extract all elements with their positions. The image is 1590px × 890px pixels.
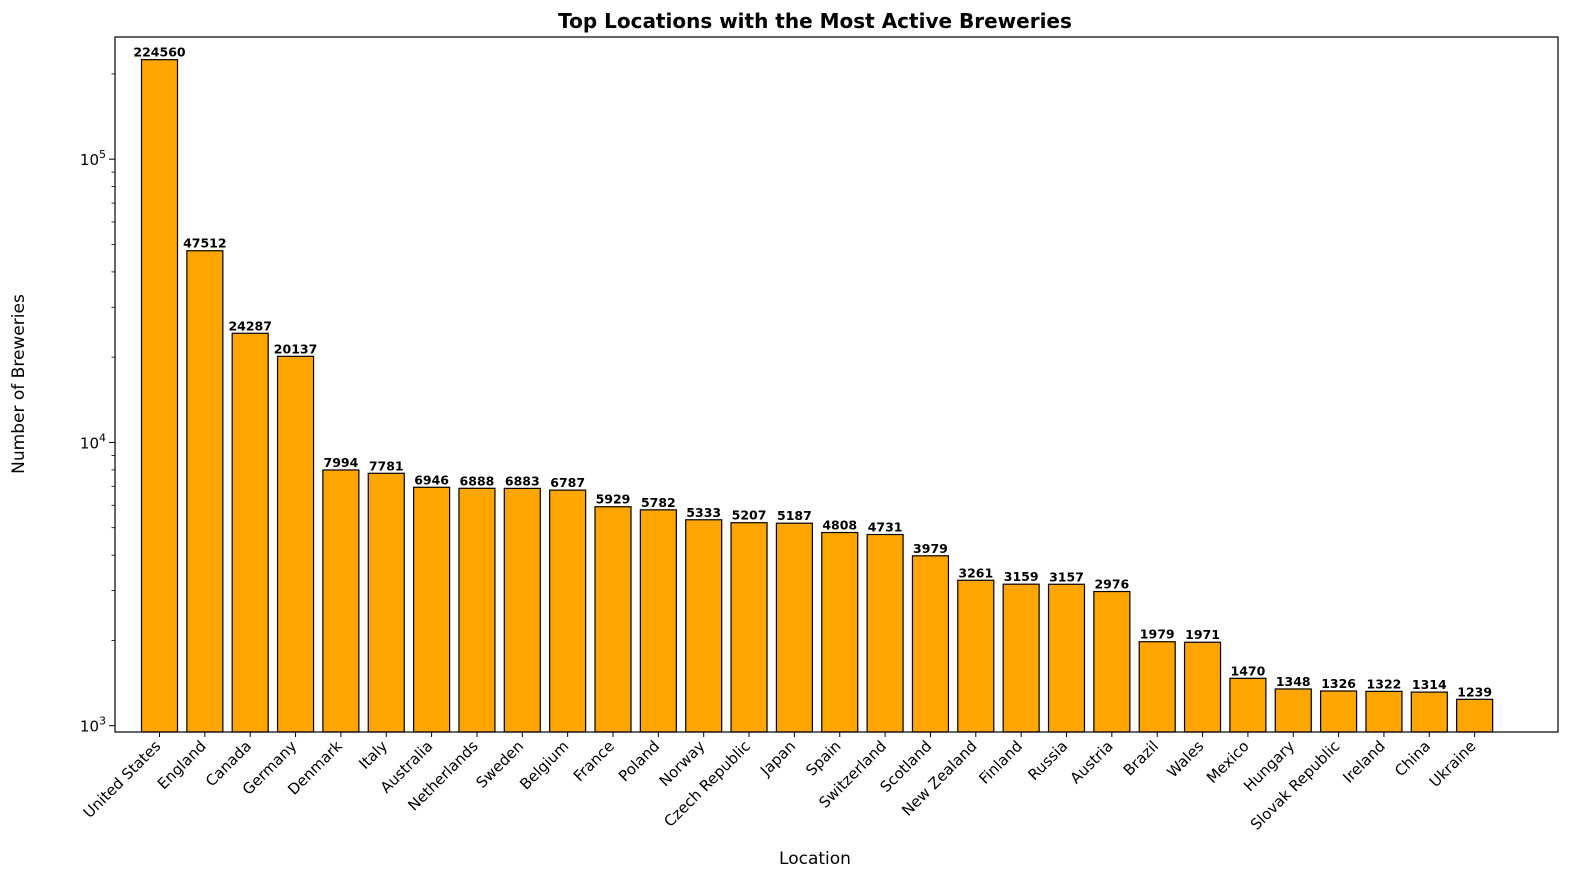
data-label-poland: 5782 xyxy=(641,495,676,510)
x-tick-label-england: England xyxy=(154,737,210,793)
data-label-brazil: 1979 xyxy=(1140,627,1175,642)
x-tick-label-japan: Japan xyxy=(756,737,799,780)
data-label-japan: 5187 xyxy=(777,508,812,523)
data-label-mexico: 1470 xyxy=(1231,663,1266,678)
data-label-italy: 7781 xyxy=(369,458,404,473)
data-label-united-states: 224560 xyxy=(133,45,185,60)
data-label-slovak-republic: 1326 xyxy=(1321,676,1356,691)
bar-england xyxy=(186,250,224,733)
bar-poland xyxy=(639,509,677,733)
bar-slovak-republic xyxy=(1319,690,1358,733)
bar-norway xyxy=(685,519,723,733)
bar-denmark xyxy=(322,469,360,733)
y-axis-label: Number of Breweries xyxy=(9,294,29,474)
data-label-wales: 1971 xyxy=(1185,627,1220,642)
data-label-netherlands: 6888 xyxy=(460,473,495,488)
data-label-finland: 3159 xyxy=(1004,569,1039,584)
data-label-england: 47512 xyxy=(183,236,227,251)
plot-area-frame xyxy=(114,36,1559,733)
data-label-russia: 3157 xyxy=(1049,569,1084,584)
bar-czech-republic xyxy=(730,522,768,733)
data-label-norway: 5333 xyxy=(686,505,721,520)
bar-ireland xyxy=(1365,690,1403,733)
x-tick-label-austria: Austria xyxy=(1066,737,1116,787)
y-axis: 103 104 105 xyxy=(80,73,115,736)
data-label-spain: 4808 xyxy=(822,518,857,533)
x-axis: United StatesEnglandCanadaGermanyDenmark… xyxy=(80,732,1480,834)
x-tick-label-united-states: United States xyxy=(80,737,165,822)
bar-sweden xyxy=(503,487,541,733)
x-tick-label-ireland: Ireland xyxy=(1339,737,1388,786)
data-label-france: 5929 xyxy=(596,492,631,507)
y-tick-label: 105 xyxy=(80,148,106,169)
bar-japan xyxy=(775,522,814,733)
x-tick-label-belgium: Belgium xyxy=(516,737,572,793)
data-label-czech-republic: 5207 xyxy=(732,508,767,523)
bar-finland xyxy=(1002,583,1040,733)
x-tick-label-france: France xyxy=(570,737,618,785)
x-tick-label-brazil: Brazil xyxy=(1120,737,1162,779)
bar-belgium xyxy=(549,489,587,733)
data-label-switzerland: 4731 xyxy=(868,520,903,535)
bar-australia xyxy=(413,486,451,733)
chart-title: Top Locations with the Most Active Brewe… xyxy=(558,9,1072,33)
data-label-sweden: 6883 xyxy=(505,473,540,488)
bar-switzerland xyxy=(866,533,904,733)
x-tick-label-spain: Spain xyxy=(802,737,844,779)
bar-france xyxy=(594,506,632,733)
x-tick-label-china: China xyxy=(1391,737,1434,780)
data-label-scotland: 3979 xyxy=(913,541,948,556)
bar-netherlands xyxy=(458,487,496,733)
bar-scotland xyxy=(911,555,950,733)
bar-china xyxy=(1410,691,1448,733)
x-tick-label-finland: Finland xyxy=(975,737,1026,788)
bar-united-states xyxy=(140,59,179,733)
bar-italy xyxy=(367,472,405,733)
y-tick-label: 104 xyxy=(80,431,106,452)
data-label-china: 1314 xyxy=(1412,677,1447,692)
bar-germany xyxy=(276,355,315,733)
data-label-ukraine: 1239 xyxy=(1457,684,1492,699)
data-label-ireland: 1322 xyxy=(1367,676,1402,691)
bar-hungary xyxy=(1274,688,1312,733)
bar-spain xyxy=(821,531,859,733)
x-tick-label-wales: Wales xyxy=(1163,737,1207,781)
bar-mexico xyxy=(1229,677,1267,733)
x-axis-label: Location xyxy=(779,849,851,869)
data-label-hungary: 1348 xyxy=(1276,674,1311,689)
data-label-austria: 2976 xyxy=(1094,577,1129,592)
data-label-new-zealand: 3261 xyxy=(958,565,993,580)
x-tick-label-russia: Russia xyxy=(1024,737,1071,784)
bar-wales xyxy=(1183,641,1222,733)
data-label-canada: 24287 xyxy=(228,318,272,333)
bar-russia xyxy=(1047,583,1086,733)
bar-brazil xyxy=(1138,641,1176,733)
y-tick-label: 103 xyxy=(80,715,106,736)
bar-canada xyxy=(231,332,269,733)
x-tick-label-italy: Italy xyxy=(355,737,391,773)
x-tick-label-ukraine: Ukraine xyxy=(1426,737,1480,791)
bar-new-zealand xyxy=(957,579,995,733)
bar-ukraine xyxy=(1456,698,1494,733)
bars-layer xyxy=(140,59,1494,733)
data-label-australia: 6946 xyxy=(414,472,449,487)
bar-austria xyxy=(1093,590,1131,733)
data-label-belgium: 6787 xyxy=(550,475,585,490)
data-label-germany: 20137 xyxy=(274,341,318,356)
data-label-denmark: 7994 xyxy=(324,455,359,470)
